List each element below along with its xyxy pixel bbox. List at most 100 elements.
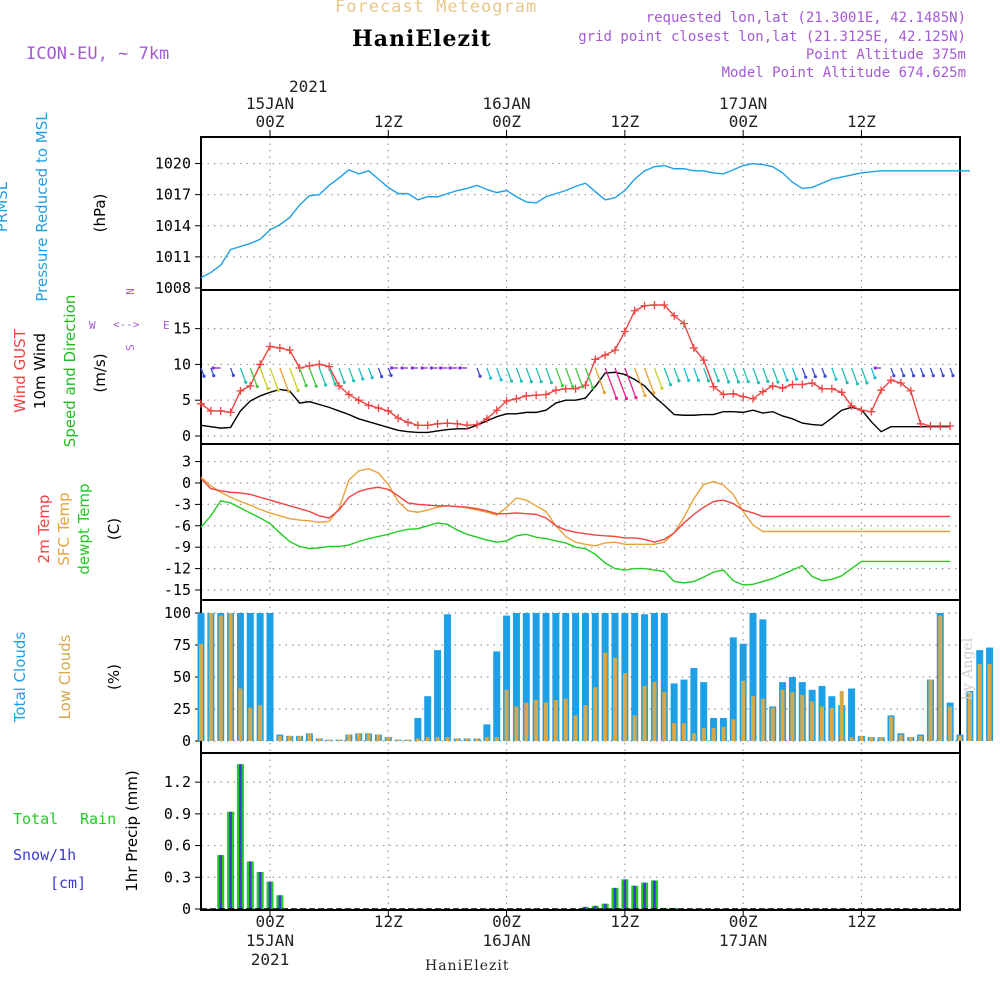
bottom-time-label: 12Z bbox=[846, 912, 876, 931]
low-cloud-bar bbox=[277, 735, 282, 741]
low-cloud-bar bbox=[199, 643, 203, 741]
low-cloud-bar bbox=[938, 615, 943, 741]
wind-arrow-head bbox=[624, 396, 628, 401]
low-cloud-bar bbox=[287, 735, 292, 741]
wind-arrow bbox=[328, 367, 336, 385]
gust-marker bbox=[482, 414, 491, 423]
bottom-time-label: 00Z bbox=[728, 912, 758, 931]
total-cloud-bar bbox=[670, 683, 678, 741]
compass-e: E bbox=[163, 319, 170, 332]
wind-arrow-head bbox=[855, 382, 860, 386]
wind-arrow bbox=[673, 367, 680, 382]
wind-arrow-head bbox=[716, 379, 720, 383]
gust-marker bbox=[788, 380, 797, 389]
snow-bar bbox=[258, 872, 262, 909]
compass-w: W bbox=[89, 319, 96, 332]
gust-marker bbox=[729, 389, 738, 398]
wind-arrow-head bbox=[823, 374, 827, 378]
gust-marker bbox=[601, 351, 610, 360]
low-cloud-bar bbox=[494, 737, 499, 741]
low-cloud-bar bbox=[258, 705, 263, 741]
wind-arrow-head bbox=[519, 379, 523, 383]
total-cloud-bar bbox=[729, 637, 737, 741]
gust-marker bbox=[492, 406, 501, 415]
y-tick-label: 0 bbox=[182, 900, 191, 918]
wind-arrow-head bbox=[342, 380, 346, 384]
wind-arrow bbox=[614, 367, 627, 399]
wind-arrow bbox=[318, 367, 327, 386]
wind-arrow bbox=[308, 367, 317, 387]
y-tick-label: 0.3 bbox=[164, 868, 191, 886]
gust-marker bbox=[808, 379, 817, 388]
total-cloud-bar bbox=[631, 613, 639, 741]
wind-arrow bbox=[870, 367, 876, 379]
gust-marker bbox=[571, 384, 580, 393]
low-cloud-bar bbox=[248, 707, 253, 741]
wind-arrow bbox=[860, 367, 868, 384]
gust-marker bbox=[847, 401, 856, 410]
top-year-label: 2021 bbox=[289, 77, 328, 96]
total-cloud-bar bbox=[532, 613, 540, 741]
y-tick-label: 0 bbox=[182, 427, 191, 445]
wind-arrow bbox=[239, 367, 247, 383]
low-cloud-bar bbox=[327, 739, 332, 741]
snow-bar bbox=[248, 861, 252, 909]
gust-marker bbox=[423, 421, 432, 430]
low-cloud-bar bbox=[208, 613, 213, 741]
wind-arrow-head bbox=[591, 386, 595, 390]
y-tick-label: 1008 bbox=[155, 279, 191, 297]
gust-marker bbox=[749, 394, 757, 403]
low-cloud-bar bbox=[869, 737, 874, 741]
wind-arrow bbox=[279, 367, 290, 392]
wind-arrow bbox=[584, 367, 594, 388]
gust-marker bbox=[916, 419, 925, 428]
gust-marker bbox=[236, 386, 245, 395]
wind-arrow-head bbox=[873, 376, 877, 380]
low-cloud-bar bbox=[317, 738, 322, 741]
wind-arrow-head bbox=[766, 379, 770, 383]
total-cloud-bar bbox=[236, 613, 244, 741]
top-time-label: 00Z bbox=[255, 112, 285, 131]
precip-snow-label: Snow/1h bbox=[13, 846, 77, 864]
low-cloud-bar bbox=[583, 705, 588, 741]
total-cloud-bar bbox=[256, 613, 264, 741]
gust-marker bbox=[404, 418, 412, 427]
wind-arrow bbox=[249, 367, 258, 387]
top-date-label: 16JAN bbox=[482, 94, 531, 113]
low-cloud-bar bbox=[425, 737, 430, 741]
low-cloud-bar bbox=[632, 715, 637, 741]
wind-arrow-head bbox=[429, 366, 433, 370]
wind-arrow bbox=[348, 367, 355, 382]
wind-arrow-head bbox=[509, 379, 514, 383]
snow-bar bbox=[219, 855, 223, 909]
wind-arrow-head bbox=[776, 380, 780, 384]
snow-bar bbox=[278, 895, 282, 909]
wind-arrow-head bbox=[438, 366, 443, 370]
low-cloud-bar bbox=[455, 738, 460, 741]
total-cloud-bar bbox=[759, 619, 767, 741]
y-tick-label: 3 bbox=[182, 453, 191, 471]
low-cloud-bar bbox=[337, 739, 341, 741]
y-tick-label: 1014 bbox=[155, 217, 191, 235]
gust-marker bbox=[197, 399, 205, 408]
total-cloud-bar bbox=[443, 614, 451, 741]
watermark: by Angel bbox=[960, 637, 976, 700]
low-cloud-bar bbox=[928, 679, 933, 741]
wind-arrow-head bbox=[380, 374, 384, 379]
total-cloud-bar bbox=[572, 613, 580, 741]
low-cloud-bar bbox=[642, 685, 647, 741]
gust-marker bbox=[640, 301, 649, 310]
wind-arrow bbox=[762, 367, 769, 382]
gust-marker bbox=[680, 319, 688, 328]
footer-station: HaniElezit bbox=[425, 958, 510, 974]
wind-arrow-head bbox=[389, 373, 393, 377]
gust-marker bbox=[650, 301, 659, 310]
wind-arrow bbox=[496, 367, 502, 381]
gust-marker bbox=[699, 356, 708, 365]
low-cloud-bar bbox=[307, 733, 312, 741]
wind-arrow bbox=[653, 367, 663, 389]
gust-marker bbox=[660, 301, 669, 310]
wind-arrow-head bbox=[276, 388, 280, 392]
low-cloud-bar bbox=[859, 735, 864, 741]
y-tick-label: 0 bbox=[182, 732, 191, 750]
